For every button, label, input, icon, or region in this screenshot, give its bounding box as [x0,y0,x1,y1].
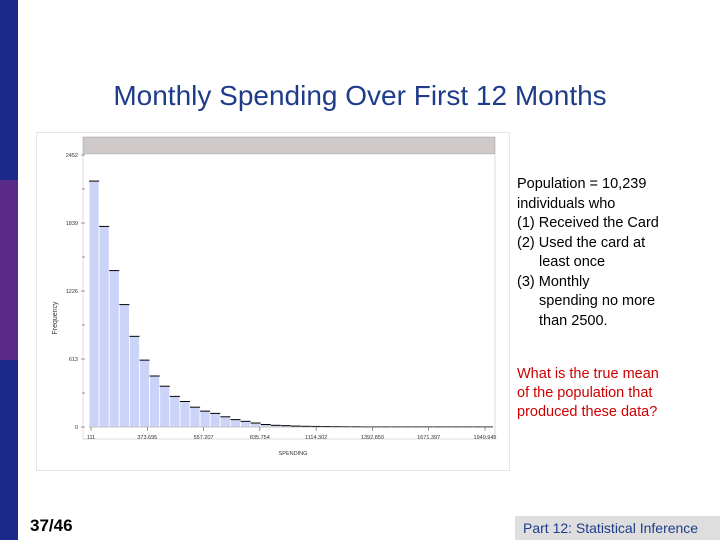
y-tick-label: 1226 [66,289,78,295]
histogram-bar [169,395,181,428]
notes-line: (2) Used the card at [517,234,646,251]
notes-line: individuals who [517,195,616,212]
y-axis-label: Frequency [52,301,59,335]
notes-line: (3) Monthly [517,273,590,290]
histogram-bar [179,401,191,428]
notes-line: spending no more [539,293,656,309]
question-line: produced these data? [517,404,658,420]
x-axis-label: SPENDING [279,451,308,457]
x-tick-label: 111 [87,435,95,441]
population-description: Population = 10,239 individuals who (1) … [517,175,707,331]
histogram-bars [88,180,494,428]
notes-line: Population = 10,239 [517,176,647,192]
sidebar-segment-bottom [0,360,18,540]
slide-sidebar [0,0,18,540]
histogram-bar [118,304,130,428]
histogram-bar [159,385,171,428]
histogram-bar [88,180,100,428]
notes-line: (1) Received the Card [517,215,659,231]
slide-title: Monthly Spending Over First 12 Months [113,80,607,111]
sidebar-segment-middle [0,180,18,360]
y-tick-label: 2452 [66,153,78,159]
footer-section-label: Part 12: Statistical Inference [515,516,720,540]
histogram-bar [149,375,161,428]
y-tick-label: 0 [75,425,78,431]
histogram-chart: 0 613 1226 1839 2452 111 373.695 557.207 835.75… [37,133,509,470]
x-axis-ticks: 111 373.695 557.207 835.754 1114.302 1392.850… [87,427,497,441]
x-tick-label: 373.695 [137,435,157,441]
histogram-bar [108,270,120,428]
question-line: What is the true mean [517,366,659,382]
question-text: What is the true mean of the population … [517,365,707,422]
histogram-bar [98,226,110,428]
y-axis-ticks: 0 613 1226 1839 2452 [66,153,85,431]
x-tick-label: 557.207 [194,435,214,441]
x-tick-label: 1949.945 [474,435,497,441]
notes-line: than 2500. [539,312,608,329]
notes-line: least once [539,254,606,270]
histogram-bar [129,335,140,428]
x-tick-label: 1392.850 [361,435,384,441]
histogram-bar [240,420,252,428]
y-tick-label: 1839 [66,221,78,227]
y-tick-label: 613 [69,357,78,363]
histogram-bar [219,416,231,428]
chart-header-band [82,136,496,155]
histogram-bar [189,406,201,428]
histogram-bar [209,412,221,428]
question-line: of the population that [517,385,653,401]
histogram-svg: 0 613 1226 1839 2452 111 373.695 557.207 835.75… [52,136,497,457]
histogram-bar [199,410,211,428]
x-tick-label: 1114.302 [305,435,327,441]
histogram-bar [229,419,241,428]
histogram-bar [139,359,151,428]
histogram-bar [250,422,262,428]
page-number: 37/46 [30,516,73,535]
sidebar-segment-top [0,0,18,180]
x-tick-label: 835.754 [250,435,270,441]
x-tick-label: 1671.397 [417,435,440,441]
